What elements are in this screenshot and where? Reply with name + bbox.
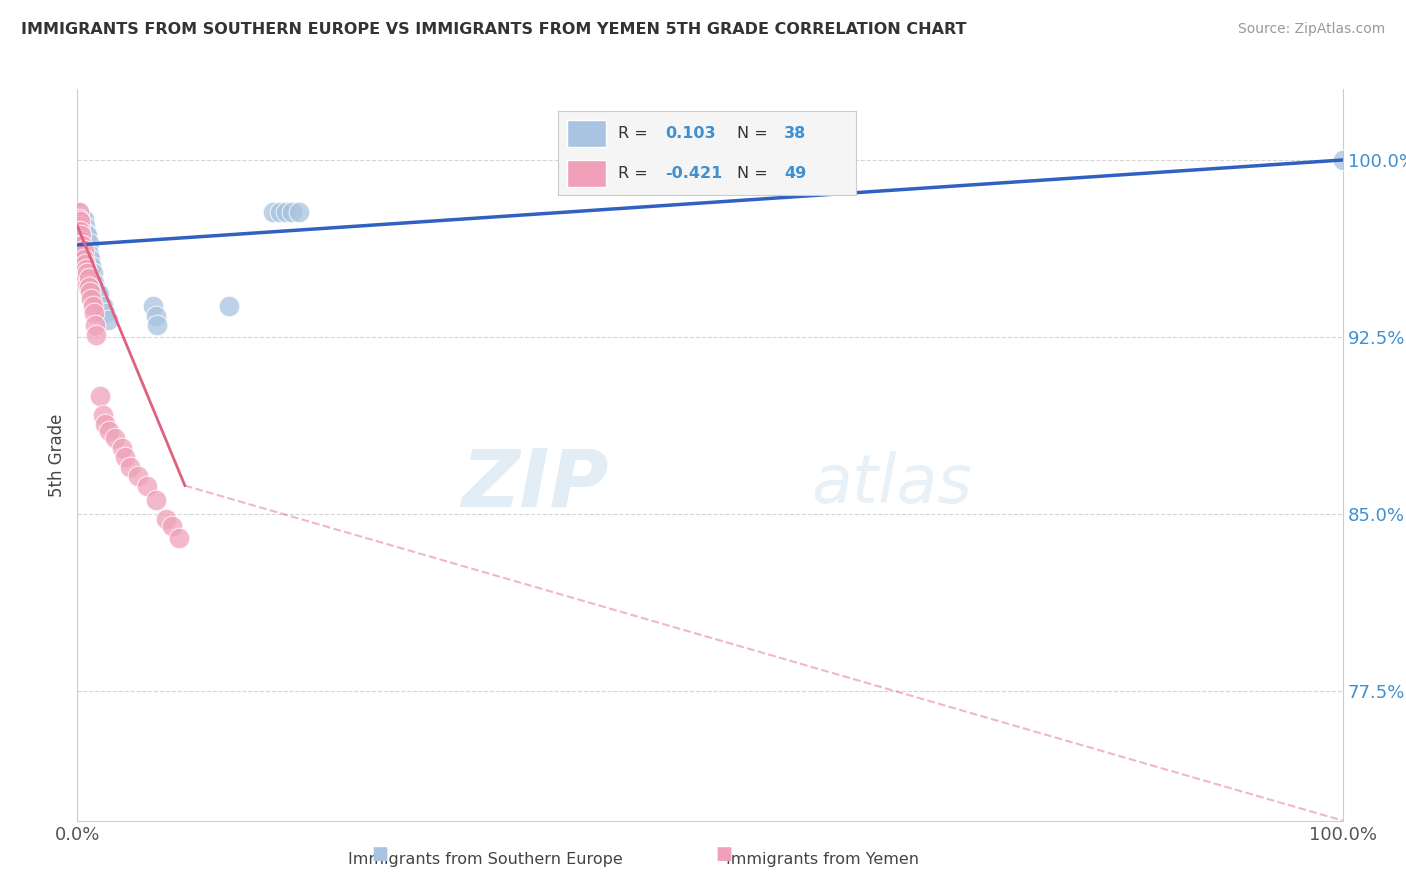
Point xyxy=(1331,153,1354,167)
Point xyxy=(72,224,94,238)
Point xyxy=(67,238,90,252)
Point xyxy=(91,299,114,313)
Point xyxy=(114,450,136,465)
Text: ZIP: ZIP xyxy=(461,445,609,524)
Point xyxy=(73,266,96,280)
Point xyxy=(83,276,105,290)
Point xyxy=(67,219,90,233)
Point xyxy=(281,205,304,219)
Point xyxy=(86,283,108,297)
Point xyxy=(76,278,98,293)
Point xyxy=(87,287,110,301)
Point xyxy=(79,252,101,266)
Point xyxy=(76,266,98,280)
Point xyxy=(77,247,100,261)
Text: Source: ZipAtlas.com: Source: ZipAtlas.com xyxy=(1237,22,1385,37)
Point xyxy=(70,247,93,261)
Point xyxy=(76,250,98,264)
Point xyxy=(84,318,107,333)
Point xyxy=(67,211,90,226)
Point xyxy=(155,511,177,525)
Point xyxy=(70,228,93,243)
Point xyxy=(72,211,94,226)
Text: atlas: atlas xyxy=(811,451,973,517)
Point xyxy=(67,252,90,266)
Point xyxy=(145,309,167,323)
Point xyxy=(98,425,120,439)
Point xyxy=(70,219,93,233)
Point xyxy=(142,299,165,313)
Point xyxy=(146,318,169,333)
Point xyxy=(67,231,90,245)
Point xyxy=(82,266,104,280)
Point xyxy=(83,306,105,320)
Point xyxy=(127,469,149,483)
Point xyxy=(75,235,97,250)
Point xyxy=(67,224,90,238)
Point xyxy=(73,231,96,245)
Point xyxy=(67,259,90,273)
Point xyxy=(89,389,111,403)
Text: ■: ■ xyxy=(371,845,388,863)
Point xyxy=(73,219,96,233)
Point xyxy=(73,211,96,226)
Point xyxy=(73,257,96,271)
Point xyxy=(70,238,93,252)
Point xyxy=(69,243,91,257)
Point xyxy=(69,214,91,228)
Point xyxy=(75,261,97,276)
Point xyxy=(80,292,103,306)
Point xyxy=(72,238,94,252)
Text: IMMIGRANTS FROM SOUTHERN EUROPE VS IMMIGRANTS FROM YEMEN 5TH GRADE CORRELATION C: IMMIGRANTS FROM SOUTHERN EUROPE VS IMMIG… xyxy=(21,22,966,37)
Point xyxy=(167,531,190,545)
Text: Immigrants from Southern Europe: Immigrants from Southern Europe xyxy=(347,852,623,867)
Point xyxy=(86,327,108,342)
Point xyxy=(77,235,100,250)
Point xyxy=(91,408,114,422)
Point xyxy=(262,205,284,219)
Point xyxy=(120,459,142,474)
Point xyxy=(136,478,159,492)
Point xyxy=(276,205,298,219)
Point xyxy=(94,306,117,320)
Point xyxy=(73,252,96,266)
Point xyxy=(111,441,132,455)
Point xyxy=(67,214,90,228)
Point xyxy=(67,266,90,280)
Y-axis label: 5th Grade: 5th Grade xyxy=(48,413,66,497)
Point xyxy=(72,247,94,261)
Point xyxy=(75,226,97,240)
Point xyxy=(269,205,291,219)
Point xyxy=(67,205,90,219)
Point xyxy=(77,271,100,285)
Point xyxy=(218,299,240,313)
Point xyxy=(75,271,97,285)
Point xyxy=(79,285,101,299)
Point xyxy=(73,243,96,257)
Point xyxy=(82,299,104,313)
Point xyxy=(94,417,117,432)
Point xyxy=(73,221,96,235)
Point xyxy=(104,431,127,445)
Point xyxy=(287,205,309,219)
Point xyxy=(69,233,91,247)
Point xyxy=(76,228,98,243)
Point xyxy=(80,259,103,273)
Point xyxy=(73,238,96,252)
Point xyxy=(145,492,167,507)
Text: Immigrants from Yemen: Immigrants from Yemen xyxy=(725,852,920,867)
Point xyxy=(67,205,90,219)
Point xyxy=(69,224,91,238)
Point xyxy=(67,245,90,260)
Point xyxy=(97,313,120,327)
Text: ■: ■ xyxy=(716,845,733,863)
Point xyxy=(70,210,93,224)
Point xyxy=(73,228,96,243)
Point xyxy=(77,280,100,294)
Point xyxy=(162,518,183,533)
Point xyxy=(76,240,98,254)
